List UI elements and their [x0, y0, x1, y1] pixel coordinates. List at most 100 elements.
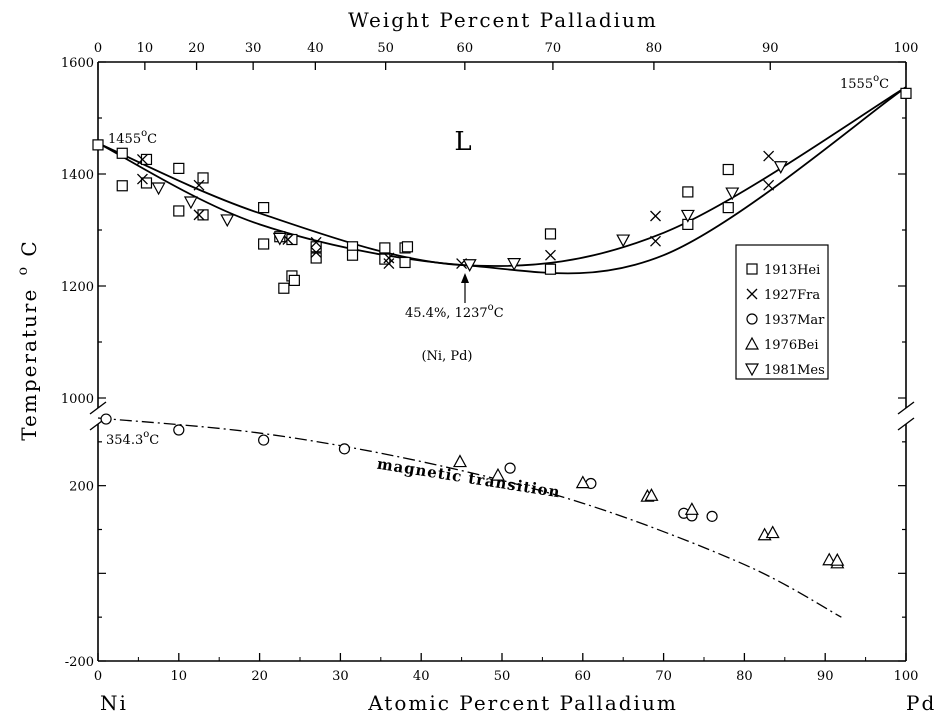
- legend: 1913Hei 1927Fra 1937Mar 1976Bei 1981Mes: [735, 244, 829, 380]
- x2-tick-label: 30: [245, 41, 262, 56]
- point-1976bei: [765, 525, 780, 539]
- point-1937mar: [706, 510, 718, 522]
- ni-curie-label: 354.3oC: [106, 429, 159, 448]
- point-1927fra: [650, 235, 661, 247]
- liquid-region-label: L: [454, 127, 471, 157]
- x-tick-label: 50: [494, 669, 511, 684]
- axis-break-right-a: [897, 401, 915, 415]
- point-1976bei: [684, 502, 699, 515]
- x-tick-label: 80: [736, 669, 753, 684]
- point-1913hei: [544, 263, 557, 275]
- y-axis-title: Temperature o C: [8, 239, 41, 441]
- point-1913hei: [286, 233, 298, 246]
- legend-marker-1913hei: [746, 263, 758, 275]
- top-axis-title: Weight Percent Palladium: [348, 8, 658, 32]
- point-1913hei: [258, 238, 270, 250]
- x-tick-label: 70: [655, 669, 672, 684]
- x2-tick-label: 40: [307, 41, 324, 56]
- solidus-curve: [97, 86, 907, 275]
- x-tick-label: 20: [251, 669, 268, 684]
- y-tick-label: 1400: [61, 168, 94, 183]
- legend-label: 1937Mar: [764, 313, 825, 328]
- point-1913hei: [258, 202, 270, 214]
- minimum-arrow: [461, 273, 469, 303]
- point-1913hei: [278, 282, 290, 294]
- axis-ticks: 0 10 20 30 40 50 60 70 80 90 1000 10 20 30 40 50 60 70 80 9…: [61, 41, 919, 684]
- point-1913hei: [682, 186, 694, 198]
- point-1981mes: [151, 182, 166, 196]
- point-1927fra: [545, 249, 556, 261]
- point-1927fra: [310, 246, 322, 258]
- point-1981mes: [773, 161, 788, 174]
- point-1913hei: [173, 205, 185, 217]
- solid-region-label: (Ni, Pd): [421, 349, 472, 364]
- y-tick-label: 1000: [61, 392, 94, 407]
- y-tick-label: -200: [65, 655, 94, 670]
- magnetic-transition-label: magnetic transition: [376, 455, 562, 502]
- bottom-axis-title: Atomic Percent Palladium: [367, 691, 678, 715]
- point-1927fra: [763, 150, 775, 162]
- point-1981mes: [680, 209, 695, 223]
- y-tick-label: 1200: [61, 280, 94, 295]
- point-1927fra: [763, 179, 775, 191]
- x-tick-label: 60: [575, 669, 592, 684]
- point-1913hei: [399, 256, 411, 269]
- point-1981mes: [272, 232, 287, 246]
- point-1976bei: [822, 552, 837, 566]
- y-tick-label: 1600: [61, 56, 94, 71]
- point-1913hei: [310, 241, 322, 253]
- point-1927fra: [136, 173, 148, 185]
- point-1937mar: [173, 424, 185, 436]
- liquidus-curve: [97, 86, 907, 267]
- point-1927fra: [193, 179, 205, 191]
- x2-tick-label: 20: [188, 41, 205, 56]
- point-1976bei: [490, 467, 505, 481]
- plot-frame: [89, 61, 915, 662]
- ni-melting-label: 1455oC: [108, 128, 157, 147]
- end-label-pd: Pd: [906, 691, 936, 715]
- legend-marker-1927fra: [746, 288, 758, 300]
- point-1913hei: [900, 87, 912, 99]
- point-1913hei: [116, 180, 128, 192]
- x-tick-label: 90: [817, 669, 834, 684]
- point-1976bei: [575, 475, 590, 489]
- point-1913hei: [722, 163, 734, 176]
- minimum-label: 45.4%, 1237oC: [405, 302, 504, 321]
- point-1937mar: [100, 413, 112, 425]
- point-1913hei: [140, 153, 153, 166]
- point-1913hei: [197, 172, 209, 184]
- x-tick-label: 40: [413, 669, 430, 684]
- point-1976bei: [830, 552, 845, 566]
- point-1981mes: [220, 214, 235, 228]
- point-1981mes: [507, 258, 522, 271]
- axis-break-right-b: [897, 417, 915, 431]
- x2-tick-label: 50: [377, 41, 394, 56]
- point-1913hei: [346, 249, 359, 261]
- magnetic-transition-curve: [97, 417, 842, 618]
- data-points: [92, 87, 912, 569]
- x2-tick-label: 70: [545, 41, 562, 56]
- point-1913hei: [116, 147, 128, 159]
- point-1913hei: [197, 209, 209, 221]
- pd-melting-label: 1555oC: [840, 73, 889, 92]
- axis-break-left-a: [89, 401, 107, 415]
- point-1913hei: [401, 241, 414, 253]
- legend-label: 1981Mes: [764, 363, 825, 378]
- point-1913hei: [544, 228, 557, 240]
- legend-label: 1913Hei: [764, 263, 820, 278]
- point-1981mes: [616, 234, 631, 248]
- point-1937mar: [338, 443, 351, 455]
- point-1927fra: [193, 209, 205, 221]
- point-1976bei: [452, 454, 467, 468]
- point-1976bei: [644, 488, 659, 501]
- x2-tick-label: 100: [894, 41, 919, 56]
- point-1937mar: [258, 434, 270, 446]
- x-tick-label: 30: [332, 669, 349, 684]
- point-1927fra: [136, 153, 148, 165]
- y-tick-label: 200: [69, 480, 94, 495]
- point-1927fra: [383, 252, 395, 264]
- x2-tick-label: 10: [137, 41, 154, 56]
- x2-tick-label: 0: [94, 41, 102, 56]
- legend-label: 1976Bei: [764, 338, 819, 353]
